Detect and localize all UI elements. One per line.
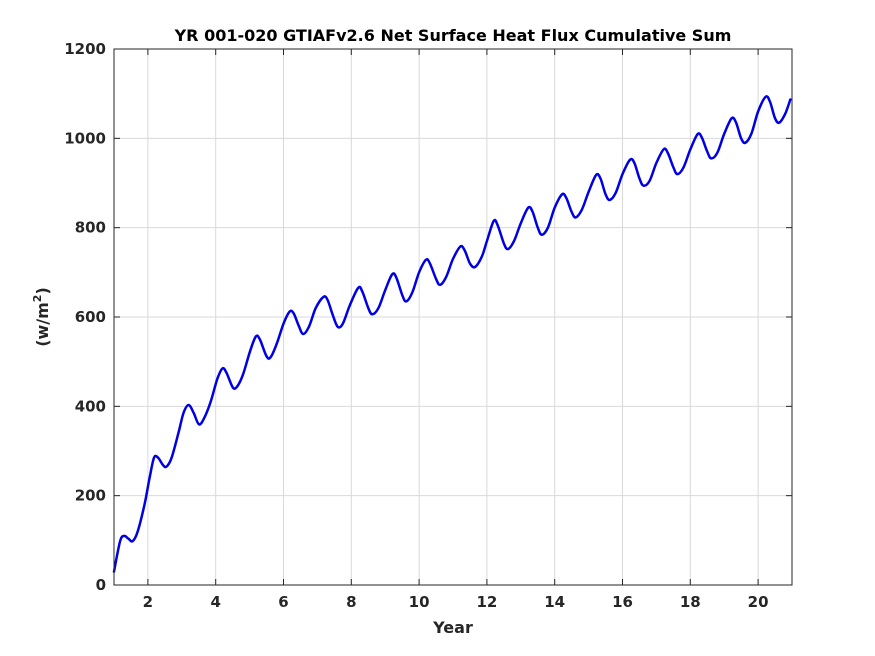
y-tick-label: 0 xyxy=(96,576,106,594)
x-tick-label: 6 xyxy=(278,593,288,611)
y-tick-label: 200 xyxy=(75,487,106,505)
x-tick-label: 2 xyxy=(143,593,153,611)
y-axis-ticks: 0 200 400 600 800 1000 1200 xyxy=(64,40,792,594)
x-tick-label: 20 xyxy=(748,593,769,611)
series-line-cumulative-sum xyxy=(112,95,792,573)
x-axis-ticks: 2 4 6 8 10 12 14 16 18 20 xyxy=(143,49,769,611)
y-axis-label-close: ) xyxy=(33,287,52,294)
x-axis-label: Year xyxy=(432,618,473,637)
y-tick-label: 600 xyxy=(75,308,106,326)
y-tick-label: 1200 xyxy=(64,40,106,58)
y-tick-label: 1000 xyxy=(64,129,106,147)
y-axis-label-base: (w/m xyxy=(33,302,52,347)
y-tick-label: 800 xyxy=(75,219,106,237)
y-axis-label: (w/m2) xyxy=(31,287,52,347)
x-tick-label: 8 xyxy=(346,593,356,611)
chart-title: YR 001-020 GTIAFv2.6 Net Surface Heat Fl… xyxy=(174,26,732,45)
x-tick-label: 18 xyxy=(680,593,701,611)
x-tick-label: 14 xyxy=(544,593,565,611)
x-tick-label: 16 xyxy=(612,593,633,611)
x-tick-label: 4 xyxy=(210,593,220,611)
x-tick-label: 12 xyxy=(476,593,497,611)
y-tick-label: 400 xyxy=(75,397,106,415)
grid-lines xyxy=(114,49,792,585)
x-tick-label: 10 xyxy=(409,593,430,611)
y-axis-label-superscript: 2 xyxy=(31,295,44,303)
